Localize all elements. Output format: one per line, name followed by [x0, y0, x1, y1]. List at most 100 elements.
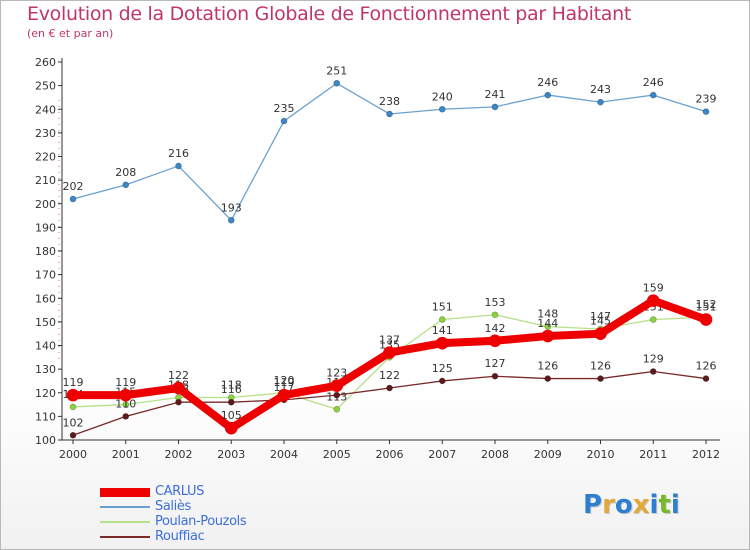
- data-point: [175, 398, 182, 406]
- data-label: 129: [643, 352, 664, 365]
- y-tick-label: 170: [35, 269, 56, 282]
- data-label: 141: [432, 324, 453, 337]
- data-point: [541, 329, 555, 343]
- data-label: 239: [696, 93, 717, 106]
- y-tick-label: 100: [35, 434, 56, 447]
- data-point: [383, 346, 396, 359]
- data-point: [119, 388, 133, 402]
- data-point: [649, 91, 657, 99]
- y-tick-label: 110: [35, 410, 56, 423]
- legend-swatch: [100, 521, 150, 523]
- data-point: [386, 384, 393, 392]
- data-label: 145: [590, 315, 611, 328]
- x-tick-label: 2012: [692, 448, 720, 461]
- data-point: [69, 403, 77, 411]
- legend-label: Saliès: [155, 499, 191, 514]
- data-label: 142: [485, 322, 506, 335]
- legend-swatch: [100, 506, 150, 508]
- data-label: 126: [537, 360, 558, 373]
- data-point: [491, 103, 499, 111]
- logo-letter: x: [632, 490, 650, 520]
- legend-swatch: [100, 536, 150, 538]
- x-tick-label: 2009: [534, 448, 562, 461]
- legend-label: Poulan-Pouzols: [155, 514, 247, 529]
- x-tick-label: 2001: [112, 448, 140, 461]
- data-point: [438, 316, 446, 323]
- logo-letter: P: [583, 490, 603, 520]
- y-tick-label: 240: [35, 103, 56, 116]
- y-tick-label: 260: [35, 56, 56, 69]
- data-label: 110: [115, 397, 136, 410]
- data-point: [491, 372, 499, 380]
- data-point: [280, 117, 288, 125]
- data-label: 216: [168, 147, 189, 160]
- data-point: [544, 375, 552, 382]
- data-label: 238: [379, 95, 400, 108]
- data-point: [544, 323, 552, 330]
- data-label: 246: [643, 76, 664, 89]
- data-label: 137: [379, 334, 400, 347]
- data-label: 119: [63, 376, 84, 389]
- data-point: [386, 110, 393, 118]
- data-label: 116: [221, 383, 242, 396]
- data-label: 126: [696, 360, 717, 373]
- data-label: 147: [590, 310, 611, 323]
- data-label: 251: [326, 64, 347, 77]
- y-tick-label: 130: [35, 363, 56, 376]
- data-point: [69, 431, 77, 439]
- y-tick-label: 120: [35, 387, 56, 400]
- data-point: [69, 195, 77, 203]
- data-label: 126: [590, 360, 611, 373]
- chart-subtitle: (en € et par an): [27, 27, 114, 40]
- data-label: 118: [221, 378, 242, 391]
- y-tick-label: 180: [35, 245, 56, 258]
- data-point: [435, 336, 449, 350]
- data-label: 208: [115, 166, 136, 179]
- data-point: [333, 79, 341, 87]
- data-label: 159: [643, 282, 664, 295]
- x-tick-label: 2005: [323, 448, 351, 461]
- data-point: [702, 375, 710, 382]
- data-point: [594, 327, 607, 340]
- data-point: [597, 98, 604, 106]
- x-tick-label: 2003: [217, 448, 245, 461]
- data-point: [597, 375, 604, 382]
- logo-letter: t: [658, 490, 671, 520]
- legend-swatch: [100, 488, 150, 497]
- x-tick-label: 2004: [270, 448, 298, 461]
- y-tick-label: 140: [35, 340, 56, 353]
- logo-letter: r: [602, 490, 615, 520]
- legend-label: CARLUS: [155, 484, 204, 499]
- y-tick-label: 210: [35, 174, 56, 187]
- y-tick-label: 190: [35, 221, 56, 234]
- y-tick-label: 150: [35, 316, 56, 329]
- data-label: 120: [274, 374, 295, 387]
- x-tick-label: 2010: [587, 448, 615, 461]
- y-tick-label: 200: [35, 198, 56, 211]
- data-point: [122, 401, 130, 408]
- data-point: [333, 405, 341, 413]
- data-label: 102: [63, 416, 84, 429]
- data-label: 246: [537, 76, 558, 89]
- data-point: [649, 368, 657, 375]
- logo-letter: i: [649, 490, 659, 520]
- data-point: [277, 388, 291, 402]
- data-point: [702, 108, 710, 115]
- data-label: 119: [115, 376, 136, 389]
- y-tick-label: 220: [35, 151, 56, 164]
- data-point: [66, 388, 80, 402]
- x-tick-label: 2000: [59, 448, 87, 461]
- data-point: [224, 421, 238, 435]
- series-line-carlus: [69, 296, 710, 433]
- x-tick-label: 2011: [639, 448, 667, 461]
- data-point: [646, 294, 660, 307]
- data-point: [699, 313, 713, 326]
- data-label: 202: [63, 180, 84, 193]
- y-tick-label: 160: [35, 292, 56, 305]
- data-point: [438, 377, 446, 385]
- data-label: 193: [221, 201, 242, 214]
- data-point: [438, 105, 446, 113]
- chart-title: Evolution de la Dotation Globale de Fonc…: [27, 3, 632, 25]
